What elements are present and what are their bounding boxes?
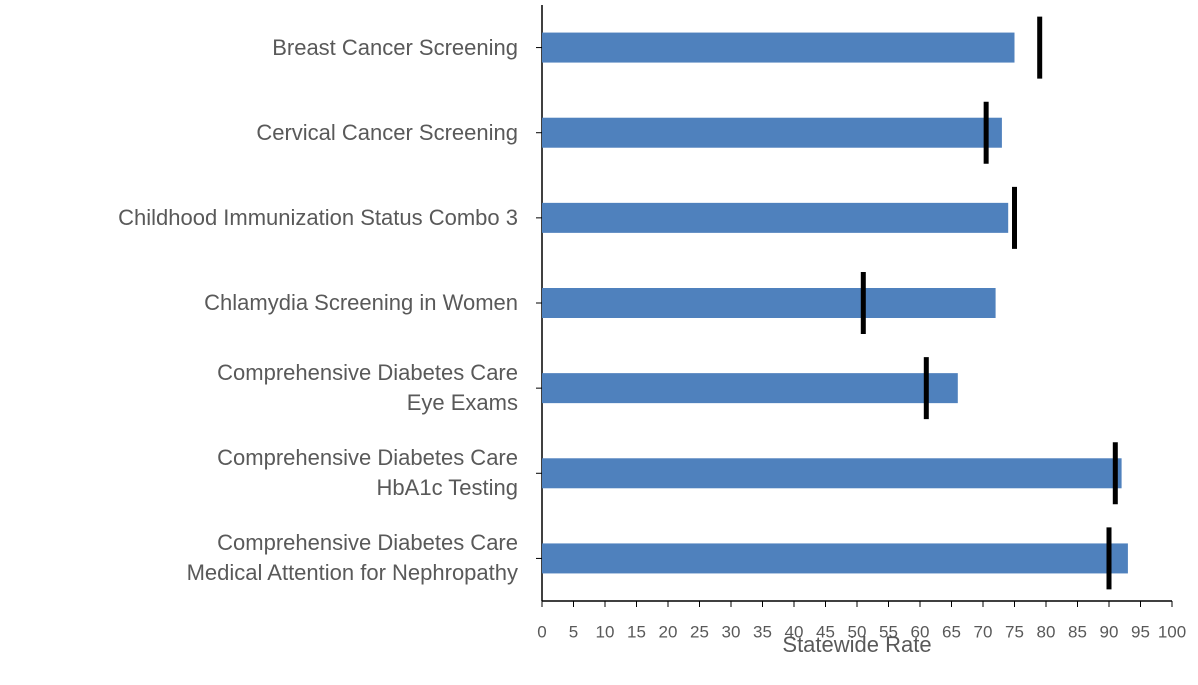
y-tick-label: Childhood Immunization Status Combo 3 [118,204,518,230]
y-tick-label: Chlamydia Screening in Women [204,290,518,315]
x-tick-label: 5 [569,622,578,641]
x-tick-label: 60 [911,622,930,641]
x-tick-label: 50 [848,622,867,641]
x-tick-label: 70 [974,622,993,641]
x-tick-label: 30 [722,622,741,641]
x-tick-label: 35 [753,622,772,641]
x-tick-label: 65 [942,622,961,641]
y-tick-label: Comprehensive Diabetes Care HbA1c Testin… [217,445,518,501]
x-tick-label: 95 [1131,622,1150,641]
y-tick-label: Comprehensive Diabetes Care Eye Exams [217,360,518,416]
x-tick-label: 80 [1037,622,1056,641]
x-tick-label: 45 [816,622,835,641]
x-tick-label: 90 [1100,622,1119,641]
bar [542,32,1015,63]
y-tick-label: Comprehensive Diabetes Care Medical Atte… [186,530,518,586]
y-tick-label: Cervical Cancer Screening [256,119,518,145]
bar [542,288,996,318]
x-tick-label: 100 [1158,622,1186,641]
x-axis-label: Statewide Rate [782,632,931,657]
x-tick-label: 20 [659,622,678,641]
x-tick-label: 75 [1005,622,1024,641]
x-tick-label: 10 [596,622,615,641]
bar [542,458,1122,489]
x-tick-label: 55 [879,622,898,641]
x-tick-label: 0 [537,622,546,641]
x-tick-label: 85 [1068,622,1087,641]
x-tick-label: 40 [785,622,804,641]
y-tick-label: Breast Cancer Screening [272,34,518,60]
bar [542,202,1009,233]
x-tick-label: 25 [690,622,709,641]
bar [542,373,958,404]
bar [542,543,1128,574]
bar [542,117,1002,148]
x-tick-label: 15 [627,622,646,641]
